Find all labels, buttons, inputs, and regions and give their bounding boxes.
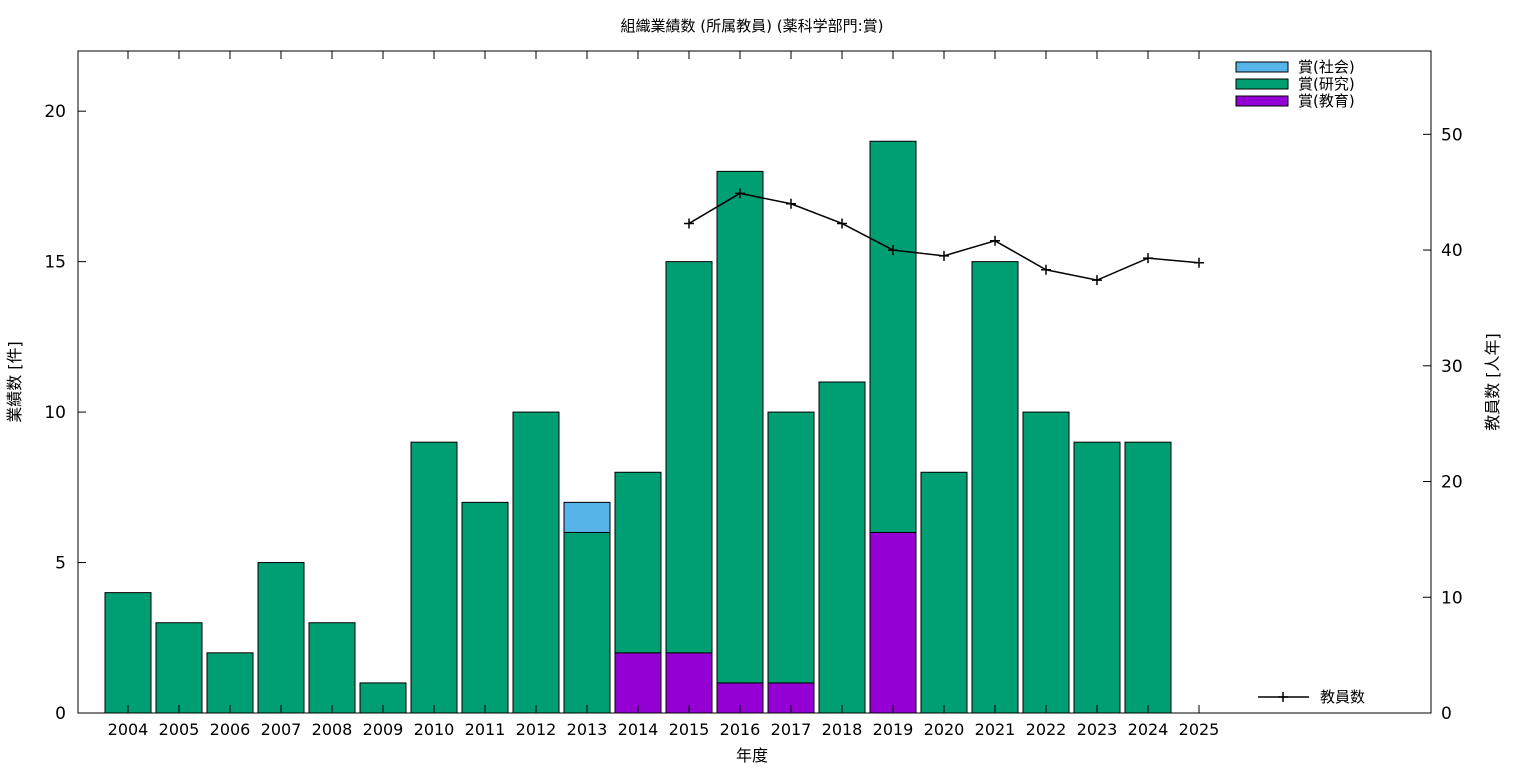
bar-segment (767, 411, 815, 684)
bar-segment (155, 622, 203, 714)
legend-label: 賞(研究) (1298, 75, 1355, 93)
bar-segment (410, 441, 458, 714)
x-axis-label: 年度 (736, 746, 768, 765)
x-tick-label: 2010 (414, 720, 455, 739)
y-tick-label: 5 (55, 554, 66, 574)
legend-swatch (1235, 61, 1289, 73)
bar-segment (920, 471, 968, 714)
legend-label: 賞(教育) (1298, 92, 1355, 110)
line-point (1143, 253, 1153, 264)
y-tick-label: 10 (44, 403, 66, 423)
line-point (735, 188, 745, 199)
bar-segment (104, 592, 152, 714)
line-point (888, 245, 898, 256)
y-tick-label: 20 (44, 102, 66, 122)
x-tick-label: 2023 (1077, 720, 1118, 739)
line-point (1092, 275, 1102, 286)
line-point (1041, 264, 1051, 275)
x-tick-label: 2015 (669, 720, 710, 739)
line-point (786, 198, 796, 209)
bar-segment (1073, 441, 1121, 714)
y2-tick-label: 10 (1441, 588, 1463, 608)
bar-segment (818, 381, 866, 714)
x-tick-label: 2017 (771, 720, 812, 739)
line-series-path (688, 192, 1200, 281)
legend-label: 賞(社会) (1298, 58, 1355, 76)
x-tick-label: 2009 (363, 720, 404, 739)
bar-segment (512, 411, 560, 714)
bar-segment (461, 501, 509, 714)
bar-segment (614, 471, 662, 654)
legend-swatch (1235, 78, 1289, 90)
x-tick-label: 2008 (312, 720, 353, 739)
x-tick-label: 2011 (465, 720, 506, 739)
axes-layer: 0 5 10 15 20 0 10 20 30 40 50 2004 2005 2006 2007 2008 2… (44, 51, 1463, 739)
bar-segment (1124, 441, 1172, 714)
bar-segment (1022, 411, 1070, 714)
x-tick-label: 2016 (720, 720, 761, 739)
x-tick-label: 2025 (1179, 720, 1220, 739)
bar-segment (257, 562, 305, 714)
x-tick-label: 2020 (924, 720, 965, 739)
x-tick-label: 2004 (108, 720, 149, 739)
x-tick-label: 2006 (210, 720, 251, 739)
x-tick-label: 2022 (1026, 720, 1067, 739)
y-axis-label: 業績数 [件] (5, 341, 24, 423)
x-tick-label: 2013 (567, 720, 608, 739)
y2-tick-label: 0 (1441, 704, 1452, 724)
x-tick-label: 2014 (618, 720, 659, 739)
y-tick-label: 15 (44, 253, 66, 273)
legend-line-marker (1278, 692, 1288, 702)
x-tick-label: 2024 (1128, 720, 1169, 739)
bars-layer (104, 140, 1172, 714)
bar-segment (206, 652, 254, 714)
bar-segment (665, 652, 713, 714)
bar-segment (563, 531, 611, 714)
line-point (684, 218, 694, 229)
bar-segment (971, 261, 1019, 714)
x-tick-label: 2019 (873, 720, 914, 739)
line-layer (684, 188, 1204, 286)
bar-segment (614, 652, 662, 714)
legend: 賞(社会)賞(研究)賞(教育) 教員数 (1235, 58, 1365, 706)
line-point (990, 235, 1000, 246)
legend-label: 教員数 (1320, 688, 1365, 706)
line-point (939, 250, 949, 261)
bar-segment (308, 622, 356, 714)
legend-swatch (1235, 95, 1289, 107)
bar-segment (665, 261, 713, 654)
x-tick-label: 2005 (159, 720, 200, 739)
plot-frame (77, 50, 1432, 714)
y2-tick-label: 40 (1441, 241, 1463, 261)
y2-tick-label: 20 (1441, 473, 1463, 493)
chart-title: 組織業績数 (所属教員) (薬科学部門:賞) (621, 17, 884, 35)
y2-axis-label: 教員数 [人年] (1483, 333, 1502, 431)
x-tick-label: 2007 (261, 720, 302, 739)
x-tick-label: 2021 (975, 720, 1016, 739)
y2-tick-label: 30 (1441, 357, 1463, 377)
y2-tick-label: 50 (1441, 125, 1463, 145)
x-tick-label: 2018 (822, 720, 863, 739)
bar-segment (869, 531, 917, 714)
bar-segment (563, 501, 611, 533)
line-point (1194, 257, 1204, 268)
bar-segment (869, 140, 917, 533)
bar-segment (716, 170, 764, 684)
y-tick-label: 0 (55, 704, 66, 724)
x-tick-label: 2012 (516, 720, 557, 739)
line-point (837, 218, 847, 229)
